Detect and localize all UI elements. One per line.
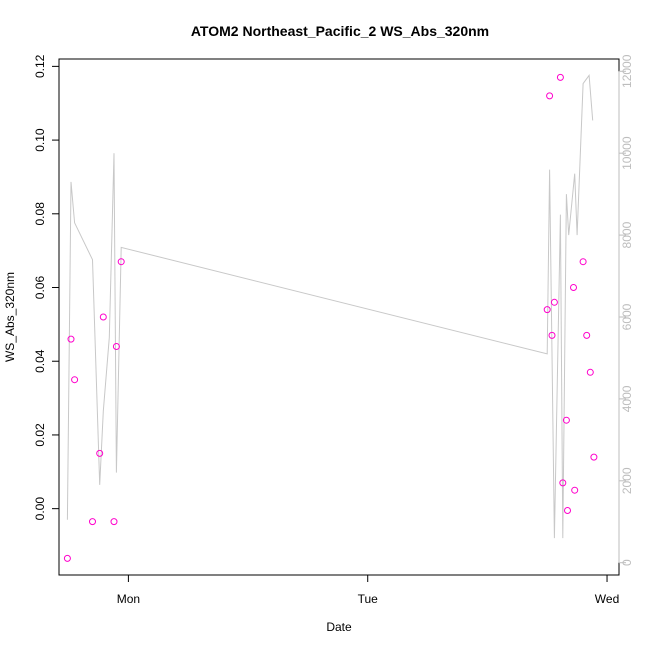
data-point-1 [67, 335, 75, 343]
data-point-11 [548, 331, 556, 339]
data-point-9 [543, 306, 551, 314]
data-point-2 [71, 376, 79, 384]
y2-tick-label-3: 6000 [620, 303, 634, 330]
y2-tick-label-4: 8000 [620, 221, 634, 248]
y-tick-label-5: 0.10 [33, 128, 47, 152]
y-tick-label-0: 0.00 [33, 497, 47, 521]
data-point-17 [570, 284, 577, 291]
y2-tick-label-5: 10000 [620, 136, 634, 170]
x-axis: Mon Tue Wed [117, 574, 619, 606]
y2-tick-label-6: 12000 [620, 54, 634, 88]
data-point-6 [110, 518, 118, 526]
y-tick-label-6: 0.12 [33, 54, 47, 78]
y2-tick-label-0: 0 [620, 559, 634, 566]
y-tick-label-2: 0.04 [33, 349, 47, 373]
data-point-14 [559, 479, 567, 487]
y-tick-label-3: 0.06 [33, 276, 47, 300]
data-point-4 [96, 449, 104, 457]
data-point-3 [89, 518, 96, 526]
chart-title: ATOM2 Northeast_Pacific_2 WS_Abs_320nm [191, 23, 489, 39]
data-point-22 [590, 453, 598, 461]
data-point-16 [564, 507, 571, 514]
y-tick-label-4: 0.08 [33, 202, 47, 226]
data-point-18 [571, 486, 579, 494]
data-point-13 [556, 73, 564, 81]
y2-tick-label-2: 4000 [620, 385, 634, 412]
data-point-12 [550, 298, 558, 306]
x-tick-label-2: Wed [595, 592, 619, 606]
series-line [66, 74, 594, 539]
y2-tick-label-1: 2000 [620, 467, 634, 494]
series-line-layer [66, 74, 594, 539]
data-point-15 [562, 416, 570, 424]
y2-axis: 0 2000 4000 6000 8000 10000 12000 [618, 54, 634, 566]
data-point-19 [579, 258, 587, 266]
data-point-10 [546, 92, 554, 100]
data-point-5 [99, 313, 107, 321]
data-point-21 [586, 368, 594, 376]
data-point-8 [117, 258, 125, 266]
x-tick-label-0: Mon [117, 592, 140, 606]
data-point-0 [63, 554, 71, 562]
x-tick-label-1: Tue [358, 592, 379, 606]
data-point-7 [112, 343, 120, 350]
y-axis-label: WS_Abs_320nm [3, 272, 17, 362]
y-axis: 0.00 0.02 0.04 0.06 0.08 0.10 0.12 [33, 54, 60, 521]
x-axis-label: Date [326, 620, 352, 634]
y-tick-label-1: 0.02 [33, 423, 47, 447]
data-point-20 [583, 331, 591, 339]
series-points-layer [63, 73, 598, 562]
